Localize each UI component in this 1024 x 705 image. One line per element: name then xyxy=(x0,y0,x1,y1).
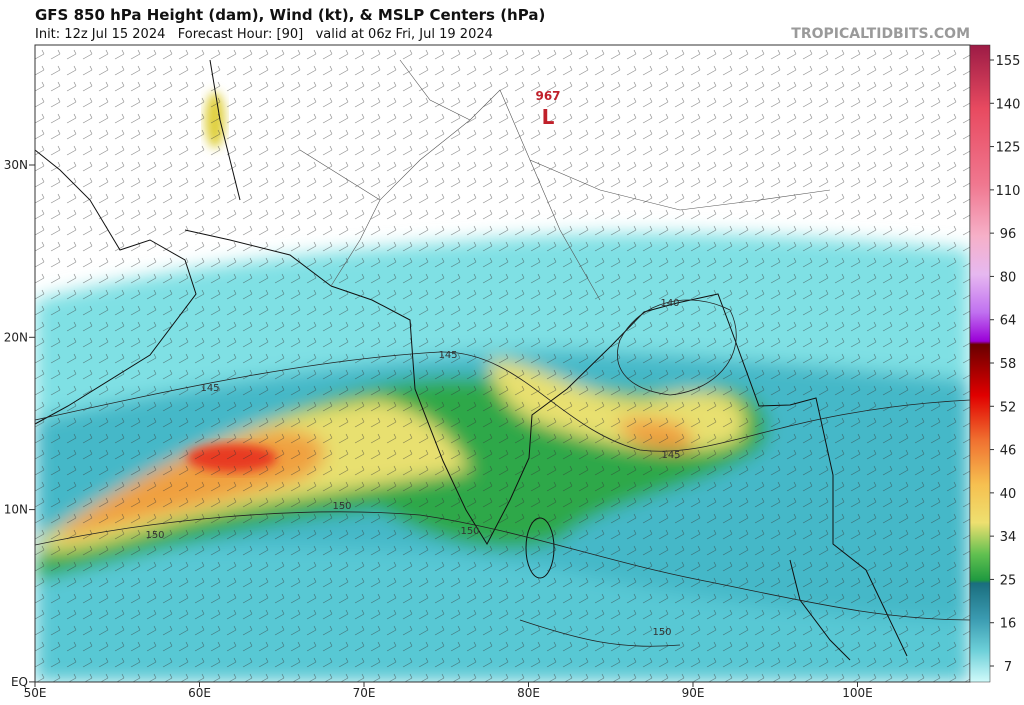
contour-labels: 140 145 145 145 150 150 150 150 xyxy=(145,298,680,638)
lon-label: 80E xyxy=(517,686,540,700)
colorbar-label: 34 xyxy=(1000,530,1017,545)
coast-india-se-asia xyxy=(330,285,908,657)
colorbar-label: 7 xyxy=(1004,660,1012,675)
colorbar-label: 64 xyxy=(1000,314,1017,329)
colorbar-label: 110 xyxy=(996,184,1021,199)
wind-barbs xyxy=(35,45,970,682)
contour-label: 145 xyxy=(200,383,219,394)
lon-label: 70E xyxy=(353,686,376,700)
lat-label: EQ xyxy=(11,675,28,689)
contour-150 xyxy=(35,511,970,621)
colorbar-label: 40 xyxy=(1000,487,1017,502)
contour-145 xyxy=(35,351,970,452)
border-lines xyxy=(299,59,601,301)
lat-label: 30N xyxy=(4,158,28,172)
colorbar-label: 80 xyxy=(1000,270,1017,285)
contour-label: 150 xyxy=(460,526,479,537)
colorbar-label: 155 xyxy=(996,54,1021,69)
colorbar-label: 140 xyxy=(996,97,1021,112)
map-subtitle: Init: 12z Jul 15 2024 Forecast Hour: [90… xyxy=(35,27,493,42)
colorbar-label: 16 xyxy=(1000,617,1017,632)
lon-label: 50E xyxy=(24,686,47,700)
colorbar-label: 125 xyxy=(996,141,1021,156)
low-pressure-symbol: L xyxy=(542,105,555,129)
lon-label: 90E xyxy=(682,686,705,700)
credit: TROPICALTIDBITS.COM xyxy=(791,26,970,42)
low-pressure-value: 967 xyxy=(535,89,560,103)
colorbar-label: 25 xyxy=(1000,573,1017,588)
colorbar-label: 58 xyxy=(1000,357,1017,372)
contour-label: 145 xyxy=(661,450,680,461)
coast-sri-lanka xyxy=(525,517,555,579)
lon-label: 100E xyxy=(842,686,873,700)
contour-140 xyxy=(617,299,737,396)
colorbar-labels: 155 140 125 110 96 80 64 58 52 46 40 34 25 16 7 xyxy=(990,54,1020,675)
height-contours xyxy=(35,299,970,647)
coast-arabia xyxy=(35,149,197,425)
contour-label: 150 xyxy=(145,530,164,541)
colorbar-label: 46 xyxy=(1000,444,1017,459)
colorbar-label: 52 xyxy=(1000,400,1017,415)
coast-malaya xyxy=(789,559,851,661)
map-title: GFS 850 hPa Height (dam), Wind (kt), & M… xyxy=(35,6,545,24)
colorbar-label: 96 xyxy=(1000,227,1017,242)
coast-iran-pakistan xyxy=(184,229,332,287)
contour-label: 140 xyxy=(660,298,679,309)
contour-150-south xyxy=(519,619,681,647)
contour-label: 145 xyxy=(438,350,457,361)
border-north xyxy=(330,89,831,287)
colorbar xyxy=(969,44,991,683)
lat-label: 10N xyxy=(4,503,28,517)
lat-label: 20N xyxy=(4,330,28,344)
contour-label: 150 xyxy=(652,627,671,638)
map-field: 140 145 145 145 150 150 150 150 967 L xyxy=(35,45,970,682)
contour-label: 150 xyxy=(332,501,351,512)
borders xyxy=(299,59,831,301)
lon-label: 60E xyxy=(188,686,211,700)
coast-red-sea xyxy=(209,59,241,201)
coastlines xyxy=(35,59,908,661)
